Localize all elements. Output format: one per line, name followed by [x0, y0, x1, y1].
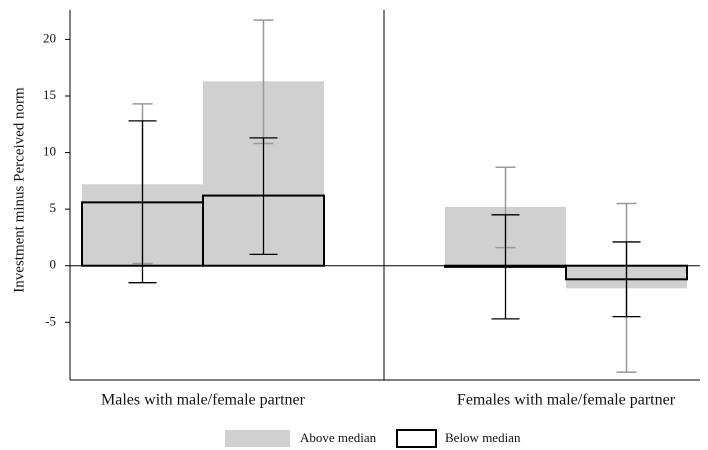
x-tick-label: Females with male/female partner: [457, 392, 676, 409]
legend-swatch: [396, 429, 437, 448]
y-tick-label: 5: [50, 200, 57, 215]
y-tick-label: 0: [50, 257, 57, 272]
legend-label: Above median: [300, 430, 377, 445]
y-tick-label: 15: [43, 87, 56, 102]
y-tick-label: 10: [43, 144, 56, 159]
x-tick-label: Males with male/female partner: [101, 392, 306, 409]
legend-label: Below median: [445, 430, 521, 445]
y-tick-label: 20: [43, 30, 56, 45]
legend-swatch: [225, 430, 290, 447]
y-tick-label: -5: [45, 313, 56, 328]
y-axis-label: Investment minus Perceived norm: [11, 87, 27, 293]
